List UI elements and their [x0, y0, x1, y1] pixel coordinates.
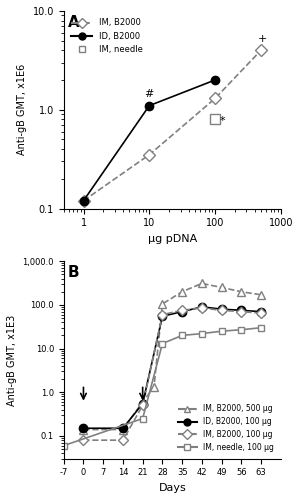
- Legend: IM, B2000, ID, B2000, IM, needle: IM, B2000, ID, B2000, IM, needle: [68, 15, 146, 57]
- X-axis label: µg pDNA: µg pDNA: [148, 234, 197, 244]
- Text: B: B: [68, 265, 80, 280]
- Text: +: +: [257, 34, 267, 44]
- Text: #: #: [145, 89, 154, 99]
- Y-axis label: Anti-gB GMT, x1E6: Anti-gB GMT, x1E6: [17, 64, 27, 156]
- Y-axis label: Anti-gB GMT, x1E3: Anti-gB GMT, x1E3: [7, 314, 17, 406]
- X-axis label: Days: Days: [158, 483, 186, 493]
- Text: A: A: [68, 15, 80, 30]
- Text: *: *: [220, 116, 225, 126]
- Legend: IM, B2000, 500 µg, ID, B2000, 100 µg, IM, B2000, 100 µg, IM, needle, 100 µg: IM, B2000, 500 µg, ID, B2000, 100 µg, IM…: [175, 402, 277, 455]
